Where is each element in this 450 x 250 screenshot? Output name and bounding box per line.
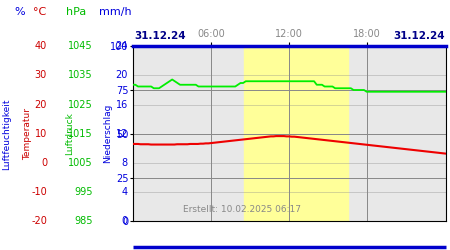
Text: 995: 995 — [75, 187, 93, 197]
Text: 1015: 1015 — [68, 129, 93, 139]
Text: 1025: 1025 — [68, 100, 93, 110]
Text: -20: -20 — [31, 216, 47, 226]
Text: 4: 4 — [122, 187, 128, 197]
Text: 31.12.24: 31.12.24 — [135, 31, 186, 41]
Text: 20: 20 — [35, 100, 47, 110]
Text: 16: 16 — [116, 100, 128, 110]
Text: -10: -10 — [31, 187, 47, 197]
Text: 8: 8 — [122, 158, 128, 168]
Text: 31.12.24: 31.12.24 — [393, 31, 445, 41]
Bar — [243, 46, 348, 221]
Text: mm/h: mm/h — [99, 7, 131, 17]
Text: %: % — [15, 7, 25, 17]
Text: 30: 30 — [35, 70, 47, 81]
Text: 10: 10 — [35, 129, 47, 139]
Text: °C: °C — [33, 7, 47, 17]
Text: 20: 20 — [116, 70, 128, 81]
Text: 985: 985 — [75, 216, 93, 226]
Text: 0: 0 — [122, 216, 128, 226]
Text: 24: 24 — [116, 41, 128, 51]
Text: Luftdruck: Luftdruck — [66, 112, 75, 155]
Text: 0: 0 — [41, 158, 47, 168]
Text: Niederschlag: Niederschlag — [104, 104, 112, 164]
Text: 40: 40 — [35, 41, 47, 51]
Text: Luftfeuchtigkeit: Luftfeuchtigkeit — [3, 98, 12, 170]
Text: Temperatur: Temperatur — [23, 108, 32, 160]
Text: Erstellt: 10.02.2025 06:17: Erstellt: 10.02.2025 06:17 — [183, 205, 301, 214]
Text: 1005: 1005 — [68, 158, 93, 168]
Text: hPa: hPa — [66, 7, 86, 17]
Text: 1035: 1035 — [68, 70, 93, 81]
Text: 1045: 1045 — [68, 41, 93, 51]
Text: 12: 12 — [116, 129, 128, 139]
